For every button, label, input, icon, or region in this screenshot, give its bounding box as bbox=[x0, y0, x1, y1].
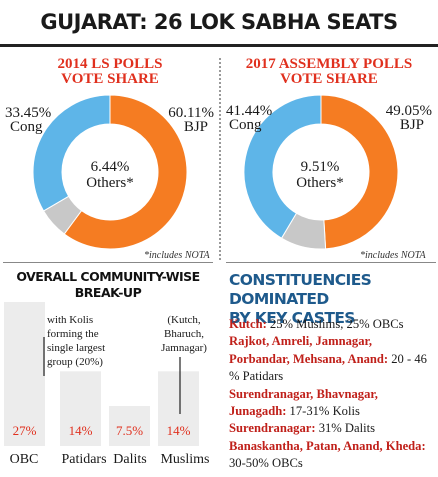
donut-2017-bjp-value: 49.05% bbox=[385, 103, 432, 119]
community-title-line-2: BREAK-UP bbox=[74, 285, 142, 300]
vertical-divider bbox=[219, 58, 221, 260]
constituency-places: Surendranagar, Bhavnagar, Junagadh: bbox=[229, 386, 378, 419]
donut-2014-title-line-1: 2014 LS POLLS bbox=[57, 56, 163, 72]
constituency-entry: Banaskantha, Patan, Anand, Kheda: 30-50%… bbox=[229, 438, 435, 473]
donut-2017-title: 2017 ASSEMBLY POLLS VOTE SHARE bbox=[224, 57, 434, 87]
bar-dalits bbox=[109, 406, 150, 446]
donut-2014-bjp-name: BJP bbox=[183, 119, 208, 135]
constituency-detail: 25% Muslims, 25% OBCs bbox=[266, 317, 404, 331]
bar-obc bbox=[4, 302, 45, 446]
category-label-dalits: Dalits bbox=[113, 452, 147, 467]
constituency-places: Kutch: bbox=[229, 317, 267, 331]
bar-value-muslims: 14% bbox=[167, 423, 191, 438]
donut-2017-footnote: *includes NOTA bbox=[360, 250, 426, 261]
donut-2017-title-line-1: 2017 ASSEMBLY POLLS bbox=[245, 56, 413, 72]
donut-2014-slice-bjp bbox=[63, 94, 188, 250]
category-label-obc: OBC bbox=[9, 452, 39, 467]
constituencies-list: Kutch: 25% Muslims, 25% OBCs Rajkot, Amr… bbox=[229, 316, 435, 473]
donut-2014-chart bbox=[32, 94, 188, 250]
constituency-detail: 20 - 46 % Patidars bbox=[229, 351, 427, 384]
bar-value-obc: 27% bbox=[13, 423, 37, 438]
donut-2014-cong-value: 33.45% bbox=[5, 105, 52, 121]
constituency-entry: Rajkot, Amreli, Jamnagar, Porbandar, Meh… bbox=[229, 333, 435, 385]
donut-2017-slice-bjp bbox=[320, 94, 399, 250]
donut-2014-others-value: 6.44% bbox=[90, 159, 130, 175]
donut-2017-others-name: Others* bbox=[296, 175, 344, 191]
obc-annotation-line-2: forming the bbox=[47, 328, 99, 340]
donut-2017-bjp-name: BJP bbox=[399, 117, 424, 133]
page-title: GUJARAT: 26 LOK SABHA SEATS bbox=[40, 10, 398, 34]
muslims-annotation-line-2: Bharuch, bbox=[163, 328, 204, 340]
donut-2014-others-name: Others* bbox=[86, 175, 134, 191]
category-label-muslims: Muslims bbox=[160, 452, 210, 467]
donut-2017-chart bbox=[243, 94, 399, 250]
community-bar-chart: 27% 14% 7.5% 14% bbox=[4, 302, 199, 446]
donut-2017-cong-value: 41.44% bbox=[226, 103, 273, 119]
donut-2014-title-line-2: VOTE SHARE bbox=[61, 71, 159, 87]
constituency-detail: 31% Dalits bbox=[315, 421, 376, 436]
donut-2014-bjp-value: 60.11% bbox=[168, 105, 214, 121]
constituency-entry: Surendranagar: 31% Dalits bbox=[229, 420, 435, 437]
bar-patidars bbox=[60, 371, 101, 446]
donut-2014-cong-name: Cong bbox=[10, 119, 43, 135]
constituencies-title-line-2: BY KEY CASTES bbox=[229, 309, 355, 327]
constituencies-title-line-1: CONSTITUENCIES DOMINATED bbox=[229, 271, 372, 308]
bar-value-dalits: 7.5% bbox=[116, 423, 143, 438]
muslims-annotation-line-1: (Kutch, bbox=[167, 314, 201, 326]
constituency-detail: 30-50% OBCs bbox=[229, 456, 303, 471]
category-label-patidars: Patidars bbox=[61, 452, 107, 467]
donut-2014-slice-cong bbox=[32, 94, 111, 212]
obc-annotation: with Kolis forming the single largest gr… bbox=[47, 313, 105, 369]
constituency-places: Banaskantha, Patan, Anand, Kheda: bbox=[229, 438, 426, 453]
title-rule bbox=[0, 44, 438, 47]
constituency-places: Rajkot, Amreli, Jamnagar, Porbandar, Meh… bbox=[229, 334, 389, 366]
right-section-rule bbox=[226, 262, 436, 263]
community-breakup-title: OVERALL COMMUNITY-WISE BREAK-UP bbox=[8, 269, 208, 301]
donut-2017-title-line-2: VOTE SHARE bbox=[280, 71, 378, 87]
bar-value-patidars: 14% bbox=[69, 423, 93, 438]
constituency-detail: 17-31% Kolis bbox=[286, 404, 360, 419]
community-title-line-1: OVERALL COMMUNITY-WISE bbox=[16, 269, 200, 284]
constituency-entry: Kutch: 25% Muslims, 25% OBCs bbox=[229, 316, 435, 333]
muslims-annotation-line-3: Jamnagar) bbox=[161, 342, 207, 354]
bar-muslims bbox=[158, 371, 199, 446]
constituency-places: Surendranagar: bbox=[229, 421, 316, 436]
left-section-rule bbox=[3, 262, 213, 263]
obc-annotation-line-3: single largest bbox=[47, 342, 106, 354]
donut-2014-title: 2014 LS POLLS VOTE SHARE bbox=[5, 57, 215, 87]
obc-annotation-line-1: with Kolis bbox=[47, 314, 94, 326]
constituencies-title: CONSTITUENCIES DOMINATED BY KEY CASTES bbox=[229, 271, 434, 328]
constituency-entry: Surendranagar, Bhavnagar, Junagadh: 17-3… bbox=[229, 386, 435, 421]
donut-2017-others-value: 9.51% bbox=[300, 159, 340, 175]
muslims-annotation: (Kutch, Bharuch, Jamnagar) bbox=[154, 313, 214, 355]
obc-annotation-line-4: group (20%) bbox=[47, 356, 103, 368]
donut-2014-footnote: *includes NOTA bbox=[144, 250, 210, 261]
donut-2017-cong-name: Cong bbox=[229, 117, 262, 133]
donut-2017-slice-cong bbox=[243, 94, 322, 239]
